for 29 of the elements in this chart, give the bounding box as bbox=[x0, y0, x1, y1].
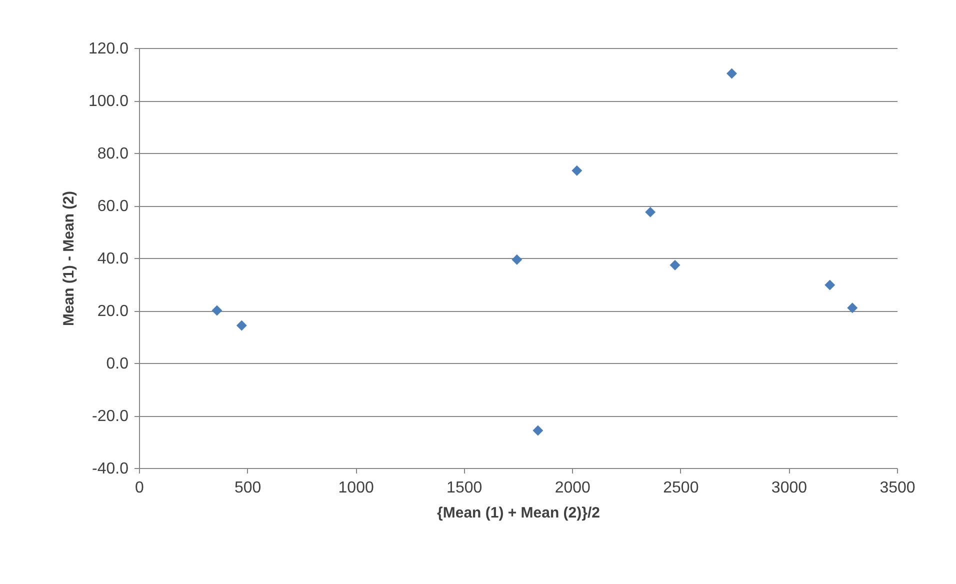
point bbox=[726, 68, 737, 79]
y-tick-label: 120.0 bbox=[88, 40, 129, 58]
y-tick-label: 80.0 bbox=[97, 146, 129, 162]
point bbox=[824, 280, 836, 290]
y-tick-label: 60.0 bbox=[97, 198, 129, 215]
y-tick-label: 20.0 bbox=[97, 303, 129, 320]
x-tick-label: 3500 bbox=[880, 480, 916, 496]
x-tick-label: 2500 bbox=[663, 480, 699, 496]
y-tick-label: -40.0 bbox=[92, 460, 129, 478]
point bbox=[532, 425, 544, 436]
point bbox=[847, 302, 858, 314]
point bbox=[236, 320, 247, 331]
x-tick-label: 0 bbox=[135, 480, 144, 496]
y-tick-label: 100.0 bbox=[88, 93, 129, 110]
x-tick-label: 1500 bbox=[446, 480, 482, 496]
y-tick-label: -20.0 bbox=[92, 408, 129, 425]
x-tick-label: 2000 bbox=[554, 480, 591, 496]
point bbox=[572, 165, 582, 176]
y-tick-label: 40.0 bbox=[97, 250, 129, 268]
x-tick-label: 1000 bbox=[338, 480, 374, 496]
x-axis-title: {Mean (1) + Mean (2)}/2 bbox=[437, 504, 600, 522]
x-tick-label: 500 bbox=[234, 480, 262, 496]
point bbox=[645, 206, 656, 218]
y-axis-title: Mean (1) - Mean (2) bbox=[60, 190, 78, 326]
point bbox=[670, 260, 680, 270]
x-tick-label: 3000 bbox=[771, 480, 808, 496]
point bbox=[212, 305, 222, 316]
y-tick-label: 0.0 bbox=[106, 356, 129, 372]
point bbox=[512, 254, 522, 265]
